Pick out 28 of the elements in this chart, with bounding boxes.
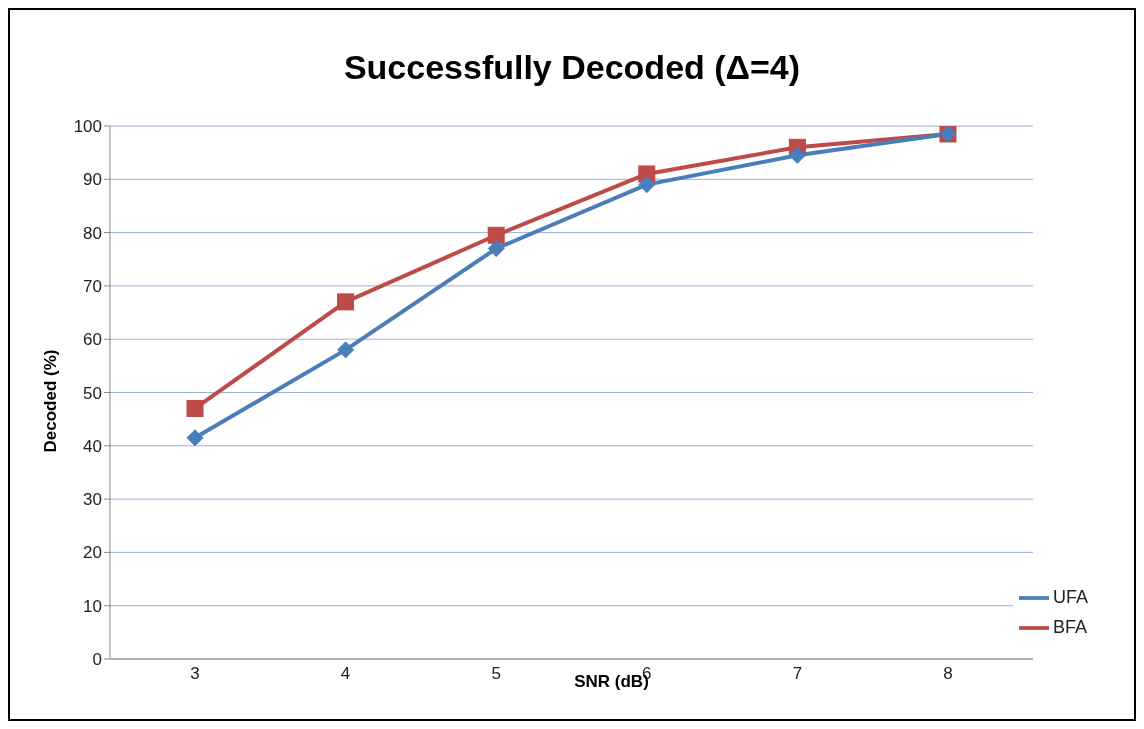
point — [337, 341, 355, 359]
y-tick-label: 10 — [83, 596, 102, 616]
point — [487, 226, 505, 244]
x-tick-label: 5 — [491, 664, 501, 684]
point — [186, 429, 204, 447]
chart-title: Successfully Decoded (Δ=4) — [342, 48, 802, 87]
x-tick-label: 3 — [190, 664, 200, 684]
y-tick-label: 30 — [83, 490, 102, 510]
x-tick-label: 8 — [943, 664, 953, 684]
point — [186, 399, 204, 417]
y-tick-label: 80 — [83, 223, 102, 243]
y-tick-label: 100 — [73, 117, 102, 137]
y-tick-label: 90 — [83, 170, 102, 190]
legend-label: BFA — [1052, 616, 1087, 637]
point — [638, 176, 656, 194]
y-tick-label: 70 — [83, 276, 102, 296]
y-tick-label: 0 — [92, 650, 102, 670]
y-tick-label: 40 — [83, 436, 102, 456]
point — [487, 240, 505, 258]
y-tick-label: 60 — [83, 330, 102, 350]
x-tick-label: 4 — [340, 664, 351, 684]
point — [788, 146, 806, 164]
y-tick-label: 20 — [83, 543, 102, 563]
point — [337, 293, 355, 311]
x-tick-label: 7 — [792, 664, 803, 684]
y-axis-title: Decoded (%) — [41, 349, 61, 453]
legend-label: UFA — [1052, 586, 1088, 607]
y-tick-label: 50 — [83, 383, 102, 403]
